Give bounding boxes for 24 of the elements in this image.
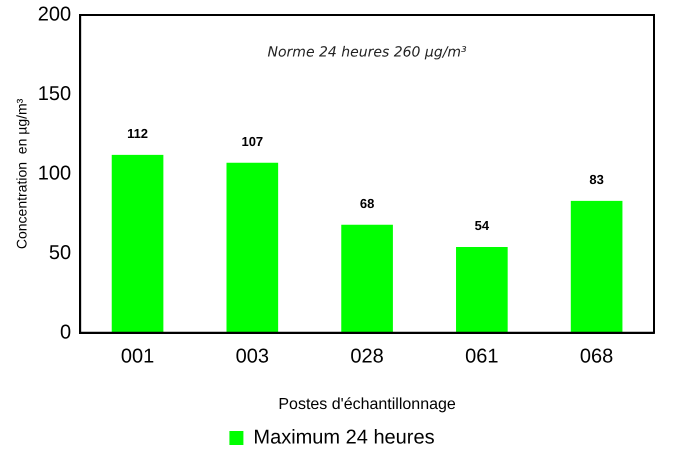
y-tick-label: 50 bbox=[48, 242, 72, 264]
y-tick-label: 200 bbox=[38, 4, 72, 26]
y-tick-label: 150 bbox=[38, 82, 72, 105]
x-axis-title: Postes d'échantillonnage bbox=[278, 396, 456, 413]
bar bbox=[226, 162, 278, 333]
data-label: 68 bbox=[360, 196, 374, 211]
x-tick-label: 068 bbox=[580, 345, 614, 368]
bar bbox=[341, 224, 393, 333]
bar bbox=[112, 154, 164, 333]
data-label: 107 bbox=[241, 134, 264, 149]
bar bbox=[570, 200, 622, 333]
annotation: Norme 24 heures 260 µg/m³ bbox=[268, 44, 468, 61]
x-tick-label: 003 bbox=[236, 345, 270, 368]
bar bbox=[456, 246, 508, 333]
x-tick-label: 028 bbox=[350, 345, 384, 368]
legend-label: Maximum 24 heures bbox=[253, 426, 435, 449]
data-label: 83 bbox=[589, 172, 604, 187]
y-axis-title: Concentration en µg/m³ bbox=[13, 98, 30, 250]
y-tick-label: 100 bbox=[38, 162, 72, 184]
data-label: 112 bbox=[127, 126, 148, 141]
y-tick-label: 0 bbox=[60, 321, 72, 344]
x-tick-label: 001 bbox=[120, 345, 154, 368]
x-tick-label: 061 bbox=[465, 345, 499, 368]
data-label: 54 bbox=[474, 218, 490, 234]
